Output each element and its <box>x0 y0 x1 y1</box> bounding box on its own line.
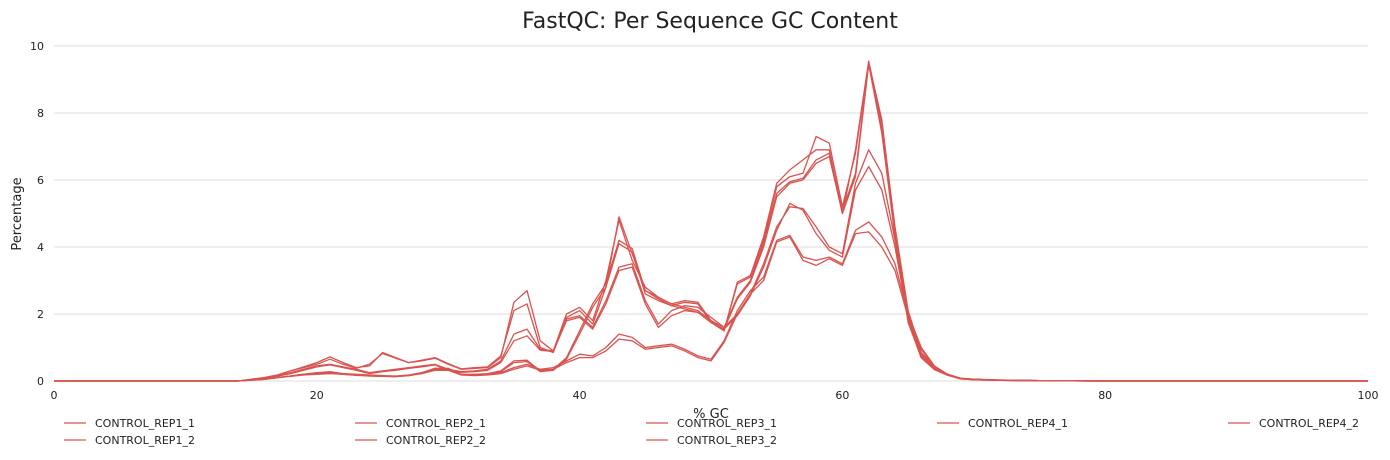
x-tick-label: 20 <box>310 389 324 402</box>
legend-item[interactable]: CONTROL_REP4_2 <box>1228 417 1359 430</box>
x-tick-label: 100 <box>1358 389 1379 402</box>
legend: CONTROL_REP1_1 CONTROL_REP2_1 CONTROL_REP3… <box>64 417 1359 447</box>
y-tick-label: 8 <box>37 107 44 120</box>
legend-label: CONTROL_REP3_2 <box>677 434 777 447</box>
y-tick-label: 0 <box>37 375 44 388</box>
series-line-control-rep4-2 <box>54 63 1368 382</box>
legend-label: CONTROL_REP3_1 <box>677 417 777 430</box>
legend-label: CONTROL_REP2_1 <box>386 417 486 430</box>
x-tick-label: 40 <box>573 389 587 402</box>
legend-label: CONTROL_REP2_2 <box>386 434 486 447</box>
series-line-control-rep1-2 <box>54 60 1368 382</box>
y-tick-label: 2 <box>37 308 44 321</box>
x-tick-label: 80 <box>1098 389 1112 402</box>
y-tick-label: 6 <box>37 174 44 187</box>
legend-item[interactable]: CONTROL_REP4_1 <box>937 417 1068 430</box>
legend-item[interactable]: CONTROL_REP1_2 <box>64 434 195 447</box>
series-line-control-rep3-1 <box>54 221 1368 382</box>
gridlines <box>54 45 1368 382</box>
series-line-control-rep1-1 <box>54 62 1368 382</box>
y-axis-label: Percentage <box>10 177 25 250</box>
legend-label: CONTROL_REP1_2 <box>95 434 195 447</box>
legend-item[interactable]: CONTROL_REP2_2 <box>355 434 486 447</box>
y-tick-label: 4 <box>37 241 44 254</box>
legend-label: CONTROL_REP4_2 <box>1259 417 1359 430</box>
y-tick-label: 10 <box>30 40 44 53</box>
legend-label: CONTROL_REP1_1 <box>95 417 195 430</box>
legend-label: CONTROL_REP4_1 <box>968 417 1068 430</box>
chart-title: FastQC: Per Sequence GC Content <box>522 9 898 34</box>
x-tick-label: 60 <box>835 389 849 402</box>
series-line-control-rep2-1 <box>54 149 1368 382</box>
series-lines <box>54 60 1368 382</box>
x-axis-label: % GC <box>693 407 729 422</box>
x-tick-label: 0 <box>51 389 58 402</box>
legend-item[interactable]: CONTROL_REP3_1 <box>646 417 777 430</box>
legend-item[interactable]: CONTROL_REP3_2 <box>646 434 777 447</box>
legend-item[interactable]: CONTROL_REP2_1 <box>355 417 486 430</box>
legend-item[interactable]: CONTROL_REP1_1 <box>64 417 195 430</box>
series-line-control-rep2-2 <box>54 165 1368 382</box>
series-line-control-rep4-1 <box>54 62 1368 382</box>
